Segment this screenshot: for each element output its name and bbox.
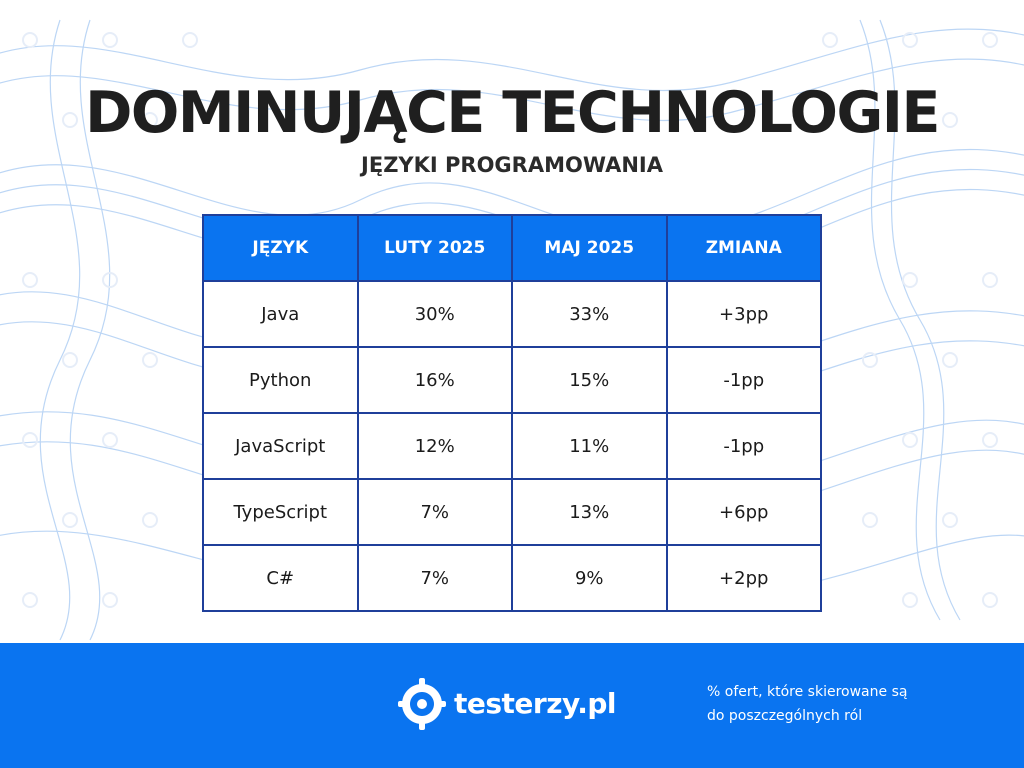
column-header-may-2025: MAJ 2025 [511, 214, 668, 282]
table-row: JavaScript 12% 11% -1pp [202, 412, 822, 480]
cell-feb-2025: 7% [356, 544, 513, 612]
table-row: Java 30% 33% +3pp [202, 280, 822, 348]
column-header-change: ZMIANA [665, 214, 822, 282]
page-subtitle: JĘZYKI PROGRAMOWANIA [361, 153, 663, 177]
cell-feb-2025: 30% [356, 280, 513, 348]
table-row: C# 7% 9% +2pp [202, 544, 822, 612]
brand-logo: testerzy.pl [398, 678, 616, 730]
footer-note: % ofert, które skierowane są do poszczeg… [707, 680, 997, 728]
technologies-table: JĘZYK LUTY 2025 MAJ 2025 ZMIANA Java 30%… [202, 214, 822, 612]
cell-change: +6pp [665, 478, 822, 546]
cell-may-2025: 33% [511, 280, 668, 348]
footer-note-line2: do poszczególnych ról [707, 708, 863, 724]
cell-language: Python [202, 346, 359, 414]
table-header-row: JĘZYK LUTY 2025 MAJ 2025 ZMIANA [202, 214, 822, 282]
page-title: DOMINUJĄCE TECHNOLOGIE [85, 80, 940, 146]
footer-banner [0, 643, 1024, 768]
cell-language: JavaScript [202, 412, 359, 480]
cell-change: +2pp [665, 544, 822, 612]
cell-may-2025: 11% [511, 412, 668, 480]
cell-may-2025: 9% [511, 544, 668, 612]
table-row: Python 16% 15% -1pp [202, 346, 822, 414]
cell-change: -1pp [665, 412, 822, 480]
column-header-language: JĘZYK [202, 214, 359, 282]
cell-change: -1pp [665, 346, 822, 414]
cell-language: C# [202, 544, 359, 612]
cell-feb-2025: 16% [356, 346, 513, 414]
logo-gear-icon [398, 678, 446, 730]
cell-feb-2025: 12% [356, 412, 513, 480]
cell-change: +3pp [665, 280, 822, 348]
footer-note-line1: % ofert, które skierowane są [707, 684, 908, 700]
cell-feb-2025: 7% [356, 478, 513, 546]
table-row: TypeScript 7% 13% +6pp [202, 478, 822, 546]
cell-may-2025: 15% [511, 346, 668, 414]
cell-language: TypeScript [202, 478, 359, 546]
brand-name: testerzy.pl [454, 687, 616, 720]
cell-language: Java [202, 280, 359, 348]
column-header-feb-2025: LUTY 2025 [356, 214, 513, 282]
cell-may-2025: 13% [511, 478, 668, 546]
